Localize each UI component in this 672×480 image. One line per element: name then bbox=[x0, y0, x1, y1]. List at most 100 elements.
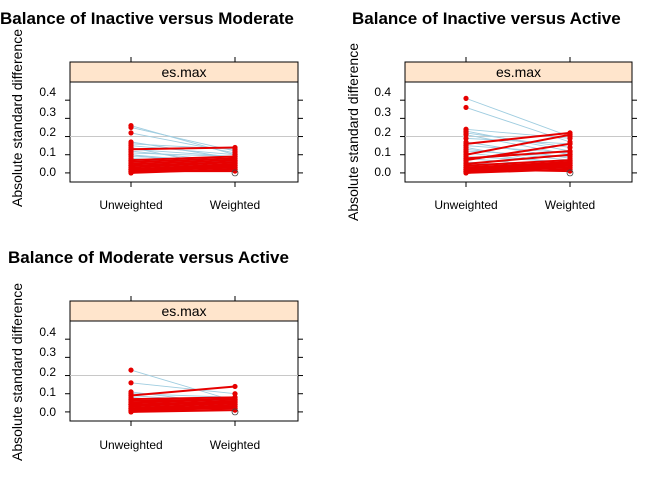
y-tick-label: 0.0 bbox=[39, 165, 56, 179]
series-line-bold bbox=[465, 159, 571, 167]
data-point bbox=[463, 155, 469, 161]
panel-moderate-vs-active: Balance of Moderate versus Active Absolu… bbox=[8, 248, 303, 461]
y-tick-label: 0.3 bbox=[374, 105, 391, 119]
x-tick-label: Weighted bbox=[210, 198, 260, 212]
data-point bbox=[567, 153, 573, 160]
data-point bbox=[567, 150, 573, 156]
series-line-bold bbox=[130, 409, 236, 413]
panel-title: Balance of Inactive versus Active bbox=[352, 9, 621, 28]
y-tick-label: 0.4 bbox=[39, 325, 56, 339]
series-line-faint bbox=[465, 97, 571, 137]
y-tick-label: 0.0 bbox=[374, 165, 391, 179]
y-axis-label: Absolute standard difference bbox=[345, 43, 361, 221]
series-line-faint bbox=[465, 128, 571, 139]
series-line-bold bbox=[130, 385, 236, 397]
data-point bbox=[232, 391, 238, 397]
x-tick-label: Weighted bbox=[210, 438, 260, 452]
data-point bbox=[567, 161, 573, 167]
x-tick-label: Unweighted bbox=[434, 198, 497, 212]
series-line-bold bbox=[130, 155, 236, 162]
series-line-bold bbox=[465, 168, 571, 173]
series-line-bold bbox=[130, 396, 236, 401]
y-tick-label: 0.2 bbox=[39, 365, 56, 379]
data-point bbox=[463, 139, 469, 145]
data-point bbox=[128, 130, 134, 136]
panel-inactive-vs-active: Balance of Inactive versus Active Absolu… bbox=[345, 9, 637, 221]
series-line-bold bbox=[465, 131, 571, 145]
plot-frame bbox=[69, 320, 299, 422]
chart-marks bbox=[65, 296, 303, 426]
chart-marks bbox=[400, 57, 637, 187]
plot-frame bbox=[69, 81, 299, 183]
data-point-open bbox=[566, 169, 574, 177]
y-tick-labels: 0.4 0.3 0.2 0.1 0.0 bbox=[39, 325, 56, 419]
data-point bbox=[232, 146, 238, 152]
data-point bbox=[463, 135, 469, 141]
data-point bbox=[463, 161, 469, 167]
series-line-bold bbox=[130, 159, 236, 165]
series-line-bold bbox=[130, 161, 236, 169]
data-point bbox=[232, 383, 238, 390]
chart-marks bbox=[65, 57, 303, 187]
series-line-faint bbox=[130, 152, 236, 157]
y-tick-labels: 0.4 0.3 0.2 0.1 0.0 bbox=[39, 85, 56, 179]
data-point bbox=[463, 132, 469, 138]
y-axis-label: Absolute standard difference bbox=[9, 29, 25, 207]
strip-label: es.max bbox=[161, 64, 206, 80]
data-point bbox=[567, 144, 573, 151]
y-tick-label: 0.4 bbox=[374, 85, 391, 99]
y-tick-label: 0.3 bbox=[39, 105, 56, 119]
data-point bbox=[463, 150, 469, 156]
series-line-faint bbox=[130, 145, 236, 156]
data-point bbox=[232, 402, 238, 408]
data-point-open bbox=[231, 408, 239, 416]
y-axis-label: Absolute standard difference bbox=[9, 283, 25, 461]
data-point-open bbox=[231, 169, 239, 177]
panel-title: Balance of Inactive versus Moderate bbox=[0, 9, 294, 28]
plot-frame bbox=[404, 81, 633, 183]
data-point bbox=[463, 164, 469, 171]
y-tick-labels: 0.4 0.3 0.2 0.1 0.0 bbox=[374, 85, 391, 179]
series-line-faint bbox=[130, 132, 236, 154]
data-point bbox=[232, 405, 238, 411]
x-tick-labels: Unweighted Weighted bbox=[99, 198, 260, 212]
data-point bbox=[567, 141, 573, 147]
data-point bbox=[128, 124, 134, 131]
data-point bbox=[232, 153, 238, 160]
data-point bbox=[567, 166, 573, 172]
series-line-bold bbox=[130, 146, 236, 151]
series-line-bold bbox=[465, 142, 571, 162]
x-tick-label: Weighted bbox=[545, 198, 595, 212]
y-tick-label: 0.2 bbox=[374, 125, 391, 139]
series-line-faint bbox=[465, 132, 571, 148]
panel-title: Balance of Moderate versus Active bbox=[8, 248, 289, 267]
series-line-faint bbox=[465, 107, 571, 143]
series-line-faint bbox=[465, 137, 571, 145]
series-line-bold bbox=[465, 133, 571, 156]
data-point bbox=[463, 104, 469, 111]
series-line-bold bbox=[465, 153, 571, 165]
y-tick-label: 0.1 bbox=[39, 385, 56, 399]
data-point bbox=[463, 95, 469, 101]
data-point bbox=[232, 396, 238, 402]
series-line-faint bbox=[130, 382, 236, 395]
data-point bbox=[128, 409, 134, 415]
series-line-faint bbox=[130, 369, 236, 402]
panel-inactive-vs-moderate: Balance of Inactive versus Moderate Abso… bbox=[0, 9, 303, 212]
series-line-bold bbox=[130, 166, 236, 171]
x-tick-labels: Unweighted Weighted bbox=[99, 438, 260, 452]
y-tick-label: 0.3 bbox=[39, 345, 56, 359]
series-line-faint bbox=[130, 148, 236, 157]
data-point bbox=[128, 380, 134, 386]
data-point bbox=[128, 405, 134, 411]
data-point bbox=[232, 161, 238, 167]
y-tick-label: 0.2 bbox=[39, 125, 56, 139]
y-tick-label: 0.1 bbox=[374, 145, 391, 159]
y-tick-label: 0.4 bbox=[39, 85, 56, 99]
x-tick-label: Unweighted bbox=[99, 438, 162, 452]
strip-label: es.max bbox=[161, 303, 206, 319]
y-tick-label: 0.0 bbox=[39, 405, 56, 419]
y-tick-label: 0.1 bbox=[39, 145, 56, 159]
data-point bbox=[128, 166, 134, 172]
